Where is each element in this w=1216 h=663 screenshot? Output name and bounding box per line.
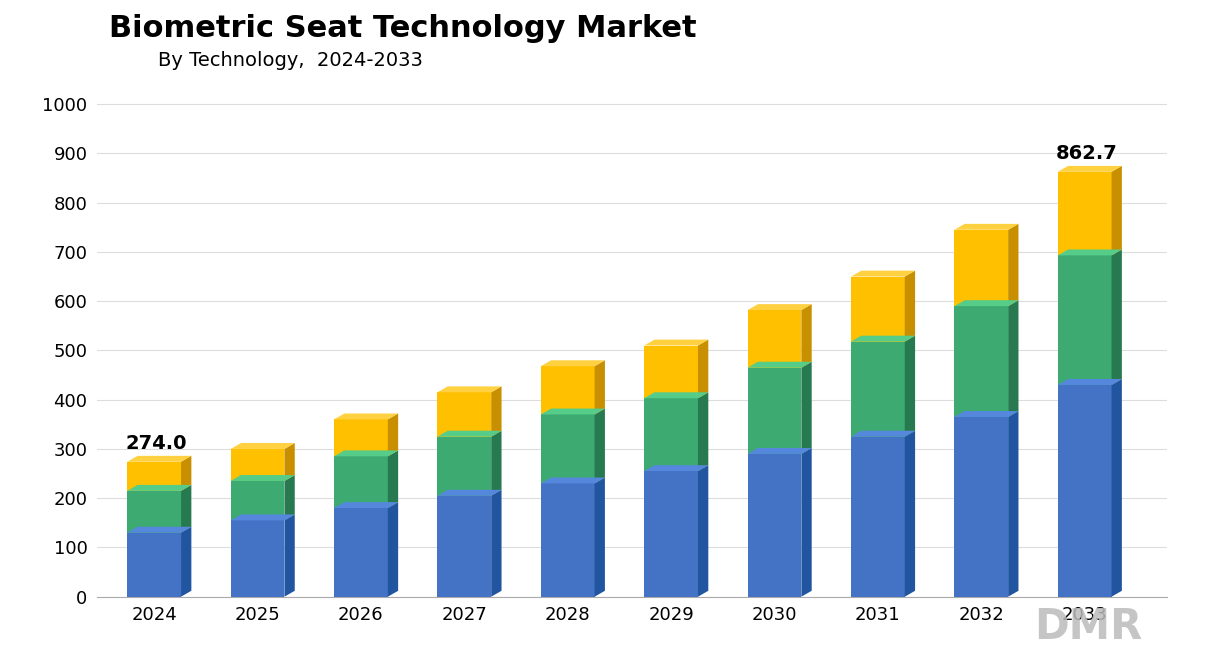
Polygon shape [801, 362, 812, 454]
Polygon shape [748, 448, 812, 454]
Polygon shape [644, 339, 708, 345]
Bar [748, 368, 801, 454]
Polygon shape [1058, 379, 1122, 385]
Polygon shape [231, 443, 294, 449]
Polygon shape [541, 408, 604, 414]
Polygon shape [748, 362, 812, 368]
Polygon shape [748, 304, 812, 310]
Polygon shape [698, 339, 708, 398]
Polygon shape [851, 271, 916, 276]
Polygon shape [1008, 411, 1019, 597]
Bar [231, 481, 285, 520]
Polygon shape [541, 360, 604, 366]
Polygon shape [644, 392, 708, 398]
Bar [1058, 255, 1111, 385]
Bar [851, 276, 905, 341]
Polygon shape [1008, 300, 1019, 417]
Polygon shape [801, 304, 812, 368]
Polygon shape [1111, 379, 1122, 597]
Polygon shape [231, 514, 294, 520]
Polygon shape [231, 475, 294, 481]
Bar [438, 392, 491, 437]
Polygon shape [491, 431, 501, 496]
Polygon shape [334, 414, 398, 420]
Polygon shape [491, 490, 501, 597]
Bar [128, 461, 181, 491]
Polygon shape [955, 411, 1019, 417]
Polygon shape [181, 527, 191, 597]
Polygon shape [285, 514, 294, 597]
Bar [644, 345, 698, 398]
Polygon shape [128, 456, 191, 461]
Polygon shape [905, 335, 916, 437]
Polygon shape [1008, 224, 1019, 306]
Polygon shape [438, 387, 501, 392]
Polygon shape [851, 431, 916, 437]
Bar [541, 414, 595, 483]
Bar [644, 471, 698, 597]
Text: By Technology,  2024-2033: By Technology, 2024-2033 [158, 50, 423, 70]
Bar [128, 491, 181, 532]
Bar [541, 483, 595, 597]
Polygon shape [801, 448, 812, 597]
Bar [644, 398, 698, 471]
Polygon shape [1111, 166, 1122, 255]
Polygon shape [491, 387, 501, 437]
Polygon shape [851, 335, 916, 341]
Polygon shape [181, 456, 191, 491]
Bar [334, 420, 388, 456]
Bar [541, 366, 595, 414]
Polygon shape [334, 502, 398, 508]
Polygon shape [285, 475, 294, 520]
Polygon shape [905, 431, 916, 597]
Polygon shape [1111, 249, 1122, 385]
Bar [851, 341, 905, 437]
Polygon shape [334, 450, 398, 456]
Polygon shape [1058, 166, 1122, 172]
Polygon shape [698, 465, 708, 597]
Bar [748, 454, 801, 597]
Polygon shape [1058, 249, 1122, 255]
Polygon shape [128, 485, 191, 491]
Bar [851, 437, 905, 597]
Bar [955, 417, 1008, 597]
Bar [955, 230, 1008, 306]
Polygon shape [438, 431, 501, 437]
Polygon shape [595, 360, 604, 414]
Bar [1058, 172, 1111, 255]
Bar [334, 456, 388, 508]
Polygon shape [388, 502, 398, 597]
Bar [128, 532, 181, 597]
Polygon shape [698, 392, 708, 471]
Text: 274.0: 274.0 [125, 434, 187, 453]
Bar [748, 310, 801, 368]
Bar [334, 508, 388, 597]
Polygon shape [541, 477, 604, 483]
Bar [1058, 385, 1111, 597]
Bar [231, 520, 285, 597]
Bar [438, 496, 491, 597]
Bar [438, 437, 491, 496]
Polygon shape [955, 300, 1019, 306]
Polygon shape [595, 477, 604, 597]
Bar [231, 449, 285, 481]
Polygon shape [181, 485, 191, 532]
Text: DMR: DMR [1034, 605, 1143, 648]
Polygon shape [388, 414, 398, 456]
Polygon shape [128, 527, 191, 532]
Polygon shape [644, 465, 708, 471]
Polygon shape [388, 450, 398, 508]
Polygon shape [595, 408, 604, 483]
Text: Biometric Seat Technology Market: Biometric Seat Technology Market [109, 14, 697, 43]
Polygon shape [955, 224, 1019, 230]
Polygon shape [905, 271, 916, 341]
Bar [955, 306, 1008, 417]
Polygon shape [438, 490, 501, 496]
Polygon shape [285, 443, 294, 481]
Text: 862.7: 862.7 [1055, 144, 1118, 163]
